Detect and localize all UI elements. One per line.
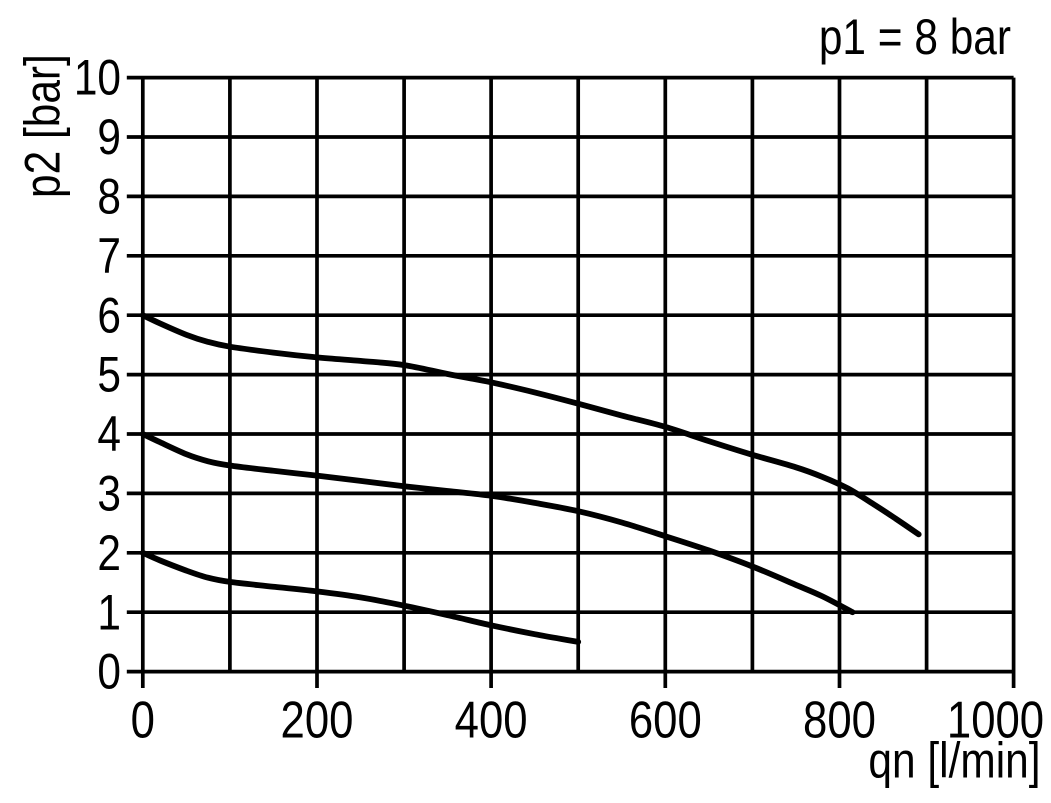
svg-text:5: 5 bbox=[97, 346, 121, 402]
svg-text:0: 0 bbox=[131, 692, 155, 749]
svg-text:6: 6 bbox=[97, 287, 121, 343]
svg-text:800: 800 bbox=[803, 692, 876, 749]
svg-text:400: 400 bbox=[455, 692, 528, 749]
svg-text:1: 1 bbox=[97, 584, 121, 640]
svg-text:9: 9 bbox=[97, 109, 121, 165]
svg-text:4: 4 bbox=[97, 406, 121, 462]
svg-text:2: 2 bbox=[97, 524, 121, 580]
svg-text:1000: 1000 bbox=[947, 692, 1044, 749]
svg-text:10: 10 bbox=[74, 49, 121, 105]
svg-text:qn [l/min]: qn [l/min] bbox=[868, 732, 1040, 788]
svg-text:p1 = 8 bar: p1 = 8 bar bbox=[819, 9, 1011, 65]
svg-text:7: 7 bbox=[97, 227, 121, 283]
svg-text:p2 [bar]: p2 [bar] bbox=[14, 54, 70, 198]
svg-text:8: 8 bbox=[97, 168, 121, 224]
svg-text:200: 200 bbox=[281, 692, 354, 749]
svg-text:0: 0 bbox=[97, 643, 121, 699]
svg-text:600: 600 bbox=[629, 692, 702, 749]
svg-text:3: 3 bbox=[97, 465, 121, 521]
